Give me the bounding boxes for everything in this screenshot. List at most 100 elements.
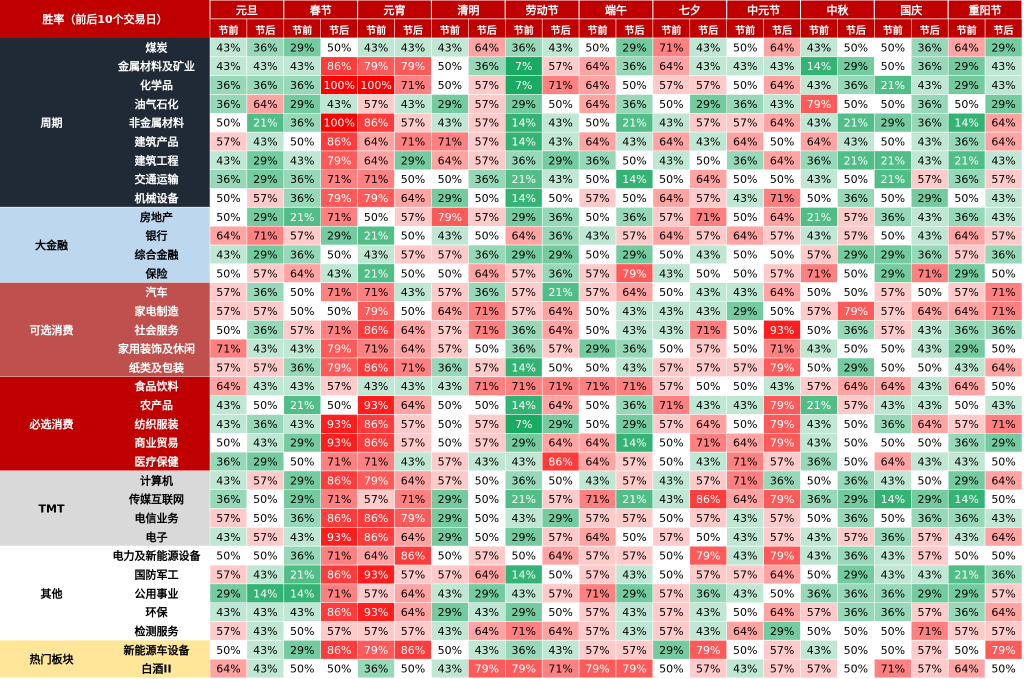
heatmap-cell-value: 50% [438,644,462,657]
heatmap-cell-value: 50% [807,324,831,337]
heatmap-cell-value: 71% [327,587,351,600]
heatmap-cell-value: 71% [696,324,720,337]
heatmap-cell-value: 57% [696,230,720,243]
heatmap-cell-value: 29% [548,418,572,431]
heatmap-cell-value: 50% [585,418,609,431]
heatmap-cell-value: 29% [881,267,905,280]
sector-row-label: 食品饮料 [135,379,179,393]
heatmap-cell-value: 57% [659,531,683,544]
sector-row-label: 传媒互联网 [128,492,184,506]
heatmap-cell-value: 43% [290,531,314,544]
heatmap-cell-value: 50% [659,550,683,563]
heatmap-cell-value: 36% [807,154,831,167]
sector-group-bg [0,640,210,678]
heatmap-cell-value: 43% [216,248,240,261]
heatmap-cell-value: 50% [733,267,757,280]
heatmap-cell-value: 50% [881,136,905,149]
heatmap-cell-value: 36% [475,173,499,186]
heatmap-cell-value: 29% [253,456,277,469]
heatmap-cell-value: 64% [548,305,572,318]
heatmap-cell-value: 43% [696,606,720,619]
heatmap-cell-value: 43% [290,60,314,73]
sector-group-label: 可选消费 [30,323,74,337]
heatmap-cell-value: 21% [807,211,831,224]
heatmap-cell-value: 43% [216,60,240,73]
heatmap-cell-value: 64% [585,136,609,149]
heatmap-cell-value: 36% [216,79,240,92]
heatmap-cell-value: 21% [290,399,314,412]
heatmap-cell-value: 43% [696,625,720,638]
heatmap-cell-value: 57% [770,512,794,525]
heatmap-cell-value: 36% [807,493,831,506]
holiday-header-label: 中秋 [826,3,849,17]
heatmap-cell-value: 64% [216,380,240,393]
heatmap-cell-value: 64% [770,211,794,224]
heatmap-cell-value: 71% [364,173,388,186]
heatmap-cell-value: 50% [844,663,868,676]
sector-row-label: 新能源车设备 [124,643,191,657]
sector-row-label: 纺织服装 [135,417,179,431]
heatmap-cell-value: 43% [659,117,683,130]
heatmap-cell-value: 79% [475,663,499,676]
heatmap-cell-value: 64% [991,606,1015,619]
heatmap-cell-value: 50% [844,644,868,657]
heatmap-cell-value: 57% [659,211,683,224]
heatmap-cell-value: 43% [475,606,499,619]
heatmap-cell-value: 64% [991,361,1015,374]
heatmap-cell-value: 36% [881,587,905,600]
heatmap-cell-value: 57% [918,550,942,563]
heatmap-cell-value: 14% [253,587,277,600]
heatmap-cell-value: 71% [327,456,351,469]
heatmap-cell-value: 86% [364,531,388,544]
heatmap-cell-value: 43% [844,136,868,149]
heatmap-cell-value: 57% [733,361,757,374]
heatmap-cell-value: 64% [585,60,609,73]
heatmap-cell-value: 29% [991,41,1015,54]
heatmap-cell-value: 21% [881,79,905,92]
heatmap-cell-value: 29% [844,248,868,261]
heatmap-cell-value: 64% [364,154,388,167]
heatmap-cell-value: 50% [548,568,572,581]
sector-group-bg [0,207,210,283]
heatmap-cell-value: 43% [659,324,683,337]
heatmap-cell-value: 50% [844,437,868,450]
heatmap-cell-value: 43% [364,380,388,393]
heatmap-cell-value: 64% [659,230,683,243]
heatmap-cell-value: 43% [622,606,646,619]
heatmap-cell-value: 71% [696,437,720,450]
holiday-header-label: 端午 [605,3,627,17]
heatmap-cell-value: 50% [991,550,1015,563]
subcol-header-label: 节前 [809,24,829,37]
heatmap-cell-value: 50% [844,418,868,431]
heatmap-cell-value: 57% [290,324,314,337]
heatmap-cell-value: 36% [622,343,646,356]
heatmap-cell-value: 29% [844,60,868,73]
heatmap-cell-value: 21% [807,399,831,412]
heatmap-cell-value: 64% [401,343,425,356]
sector-row-label: 银行 [146,229,168,243]
heatmap-cell-value: 43% [253,644,277,657]
heatmap-cell-value: 36% [844,587,868,600]
heatmap-cell-value: 43% [918,380,942,393]
heatmap-cell-value: 64% [659,60,683,73]
heatmap-cell-value: 79% [438,211,462,224]
heatmap-cell-value: 43% [401,380,425,393]
heatmap-cell-value: 43% [438,380,462,393]
heatmap-cell-value: 29% [991,98,1015,111]
heatmap-cell-value: 36% [290,192,314,205]
heatmap-cell-value: 57% [622,512,646,525]
heatmap-cell-value: 50% [733,79,757,92]
heatmap-cell-value: 93% [327,531,351,544]
heatmap-cell-value: 50% [991,267,1015,280]
heatmap-cell-value: 29% [770,625,794,638]
heatmap-cell-value: 43% [807,437,831,450]
heatmap-cell-value: 71% [659,41,683,54]
heatmap-cell-value: 43% [991,154,1015,167]
heatmap-cell-value: 29% [438,512,462,525]
heatmap-cell-value: 43% [954,531,978,544]
heatmap-cell-value: 71% [991,305,1015,318]
heatmap-cell-value: 36% [954,211,978,224]
heatmap-cell-value: 36% [253,79,277,92]
heatmap-cell-value: 57% [696,512,720,525]
sector-row-label: 电力及新能源设备 [113,549,202,563]
